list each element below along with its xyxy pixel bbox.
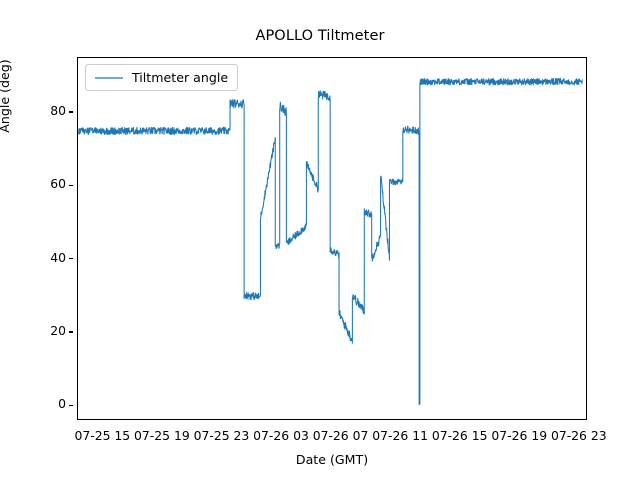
y-tick-label: 60 bbox=[50, 176, 66, 192]
legend: Tiltmeter angle bbox=[85, 64, 239, 91]
x-tick-label: 07-26 03 bbox=[253, 428, 309, 443]
x-axis-label: Date (GMT) bbox=[295, 452, 369, 467]
y-tick-mark bbox=[69, 331, 73, 333]
x-tick-label: 07-26 23 bbox=[550, 428, 607, 443]
y-tick-mark bbox=[69, 404, 73, 406]
y-tick-label: 40 bbox=[50, 249, 66, 265]
x-tick-label: 07-26 11 bbox=[372, 428, 428, 443]
x-tick-label: 07-26 07 bbox=[312, 428, 369, 443]
legend-line-icon bbox=[95, 76, 123, 79]
y-tick-label: 20 bbox=[50, 323, 66, 338]
y-tick-label: 0 bbox=[58, 396, 66, 412]
y-axis-label: Angle (deg) bbox=[0, 59, 12, 133]
x-tick-label: 07-25 19 bbox=[134, 428, 190, 443]
y-tick-mark bbox=[69, 258, 73, 260]
y-tick-mark bbox=[69, 184, 73, 186]
legend-label: Tiltmeter angle bbox=[132, 70, 229, 85]
page-title: APOLLO Tiltmeter bbox=[255, 28, 385, 44]
y-tick-mark bbox=[69, 111, 73, 113]
data-line-svg bbox=[78, 58, 586, 419]
tiltmeter-angle-line bbox=[78, 78, 582, 404]
x-tick-label: 07-25 15 bbox=[74, 428, 131, 443]
x-tick-label: 07-25 23 bbox=[193, 428, 250, 443]
y-tick-label: 80 bbox=[50, 103, 66, 118]
x-tick-label: 07-26 15 bbox=[431, 428, 488, 443]
plot-area bbox=[77, 57, 587, 420]
x-tick-label: 07-26 19 bbox=[491, 428, 548, 443]
